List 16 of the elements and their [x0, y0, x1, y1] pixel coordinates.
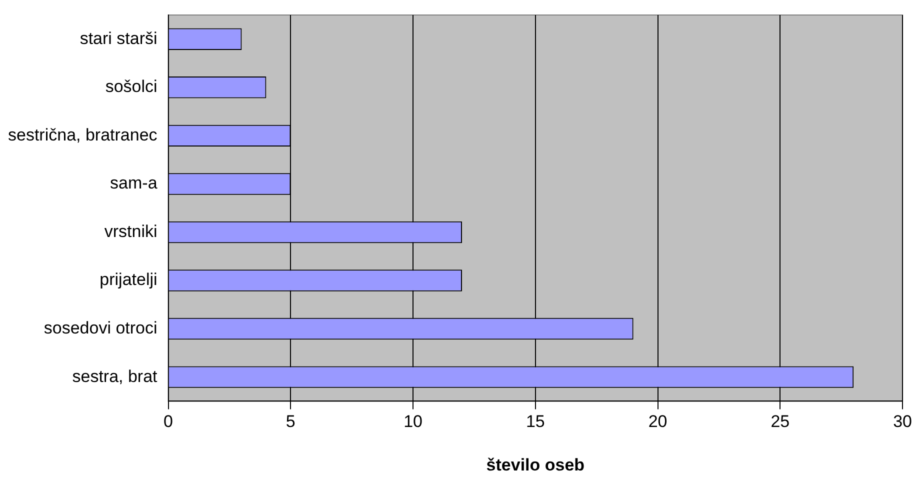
- y-tick-label: vrstniki: [104, 222, 158, 241]
- x-tick-label: 20: [648, 412, 668, 432]
- y-tick-label: sestra, brat: [72, 366, 158, 386]
- x-tick-label: 5: [286, 412, 296, 432]
- x-tick-label: 0: [164, 412, 174, 432]
- y-tick-label: sam-a: [110, 174, 158, 193]
- y-tick-label: prijatelji: [100, 270, 158, 290]
- y-tick-label: stari starši: [80, 28, 158, 48]
- x-tick-label: 15: [526, 412, 545, 432]
- y-tick-label: sosedovi otroci: [44, 318, 158, 338]
- x-tick-label: 30: [893, 412, 912, 432]
- x-tick-label: 25: [770, 412, 790, 432]
- y-tick-label: sošolci: [105, 77, 158, 96]
- x-axis-title: število oseb: [486, 455, 585, 474]
- y-tick-label: sestrična, bratranec: [8, 125, 158, 144]
- x-tick-label: 10: [404, 412, 422, 432]
